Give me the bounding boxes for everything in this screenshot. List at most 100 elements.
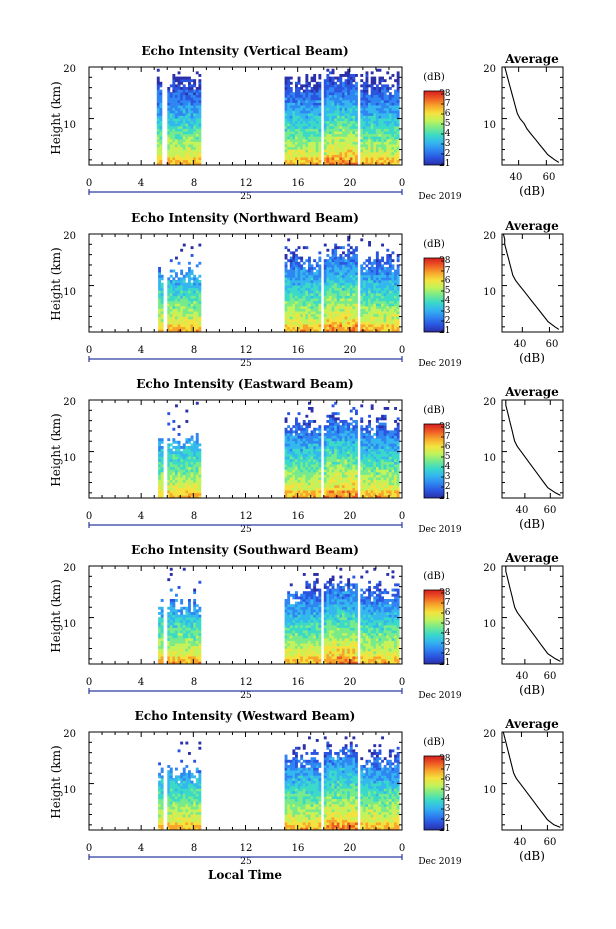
heatmap-cell (300, 316, 304, 320)
heatmap-cell (336, 272, 340, 276)
heatmap-cell (344, 267, 348, 270)
heatmap-cell (295, 313, 298, 317)
heatmap-cell (370, 295, 374, 299)
heatmap-cell (310, 267, 314, 270)
heatmap-cell (349, 267, 353, 270)
heatmap-cell (172, 306, 176, 309)
heatmap-cell (334, 308, 338, 312)
heatmap-cell (388, 295, 392, 299)
heatmap-cell (310, 280, 314, 283)
heatmap-cell (323, 453, 327, 457)
heatmap-cell (289, 487, 293, 491)
heatmap-cell (342, 126, 345, 129)
heatmap-cell (334, 136, 338, 140)
heatmap-cell (302, 113, 306, 116)
heatmap-cell (313, 293, 317, 296)
heatmap-cell (315, 303, 319, 307)
heatmap-cell (308, 451, 311, 455)
heatmap-cell (188, 118, 191, 122)
heatmap-cell (396, 94, 400, 98)
heatmap-cell (396, 102, 400, 106)
heatmap-cell (190, 131, 194, 135)
heatmap-cell (355, 295, 358, 299)
heatmap-cell (193, 94, 197, 98)
heatmap-cell (383, 272, 387, 276)
heatmap-cell (360, 313, 364, 317)
heatmap-cell (292, 464, 296, 468)
heatmap-cell (297, 97, 301, 101)
heatmap-cell (302, 102, 306, 106)
heatmap-cell (336, 479, 340, 483)
heatmap-cell (198, 448, 202, 452)
heatmap-cell (383, 97, 387, 101)
heatmap-cell (295, 157, 298, 161)
heatmap-cell (284, 448, 288, 452)
heatmap-cell (308, 136, 311, 140)
heatmap-cell (355, 300, 358, 304)
heatmap-cell (185, 482, 189, 486)
heatmap-cell (287, 298, 291, 302)
heatmap-cell (172, 269, 176, 273)
heatmap-cell (190, 477, 194, 481)
heatmap-cell (302, 321, 306, 325)
heatmap-cell (305, 422, 309, 426)
heatmap-cell (344, 97, 348, 101)
heatmap-cell (193, 474, 197, 478)
heatmap-cell (331, 492, 335, 496)
heatmap-cell (300, 141, 304, 145)
heatmap-cell (302, 308, 306, 312)
heatmap-cell (323, 308, 327, 312)
heatmap-cell (310, 477, 314, 481)
heatmap-cell (347, 298, 351, 302)
heatmap-cell (339, 92, 343, 96)
heatmap-cell (190, 277, 194, 281)
heatmap-cell (355, 136, 358, 140)
heatmap-cell (305, 274, 309, 278)
heatmap-cell (329, 479, 332, 483)
heatmap-cell (190, 438, 194, 442)
heatmap-cell (339, 293, 343, 296)
heatmap-cell (180, 300, 184, 304)
heatmap-cell (352, 482, 356, 486)
heatmap-cell (308, 152, 311, 155)
heatmap-cell (368, 126, 371, 129)
heatmap-cell (292, 274, 296, 278)
heatmap-cell (310, 162, 314, 166)
heatmap-cell (388, 92, 392, 96)
heatmap-cell (190, 282, 194, 286)
heatmap-cell (295, 259, 298, 263)
heatmap-cell (336, 319, 340, 322)
heatmap-cell (188, 94, 191, 98)
heatmap-cell (180, 128, 184, 132)
heatmap-cell (362, 293, 366, 296)
heatmap-cell (177, 472, 181, 475)
heatmap-cell (391, 139, 395, 142)
heatmap-cell (347, 94, 351, 98)
heatmap-cell (373, 259, 377, 263)
heatmap-cell (396, 308, 400, 312)
heatmap-cell (349, 97, 353, 101)
heatmap-cell (375, 102, 379, 106)
heatmap-cell (352, 84, 356, 88)
heatmap-cell (284, 298, 288, 302)
heatmap-cell (315, 92, 319, 96)
heatmap-cell (378, 313, 382, 317)
heatmap-cell (318, 102, 322, 106)
heatmap-cell (295, 162, 298, 166)
heatmap-cell (315, 84, 319, 88)
heatmap-cell (370, 110, 374, 114)
heatmap-cell (334, 298, 338, 302)
heatmap-cell (182, 84, 186, 88)
heatmap-cell (284, 443, 288, 447)
heatmap-cell (334, 261, 338, 265)
heatmap-cell (339, 472, 343, 475)
heatmap-cell (295, 306, 298, 309)
heatmap-cell (284, 319, 288, 322)
heatmap-cell (305, 495, 309, 499)
x-tick-label: 4 (138, 511, 144, 522)
heatmap-cell (175, 319, 178, 322)
heatmap-cell (352, 120, 356, 124)
heatmap-cell (368, 326, 371, 330)
heatmap-cell (292, 490, 296, 494)
heatmap-cell (349, 149, 353, 153)
